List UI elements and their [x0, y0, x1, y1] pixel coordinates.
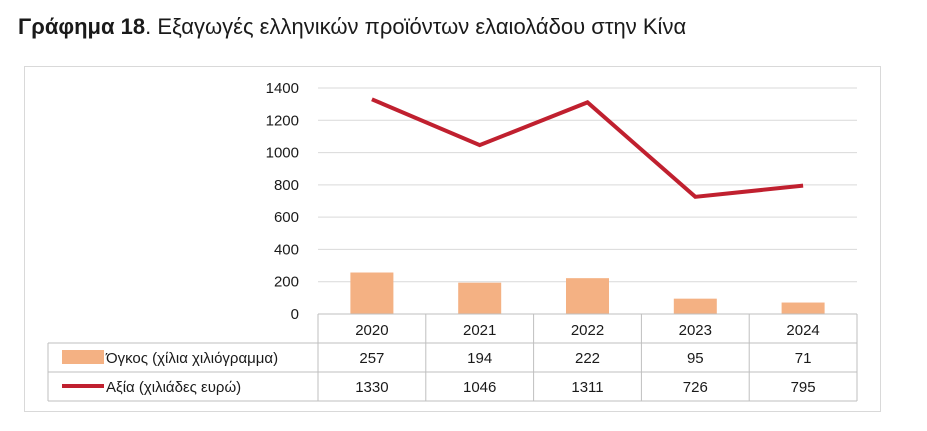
x-category-label: 2022	[571, 322, 604, 339]
table-value-volume: 222	[575, 350, 600, 367]
y-tick-label: 1200	[266, 112, 299, 129]
value-line	[371, 97, 804, 199]
y-tick-label: 400	[274, 241, 299, 258]
heading-bold: Γράφημα 18	[18, 14, 146, 39]
x-category-label: 2021	[463, 322, 496, 339]
table-value-volume: 257	[359, 350, 384, 367]
y-tick-label: 1000	[266, 145, 299, 162]
y-tick-label: 1400	[266, 80, 299, 97]
x-category-label: 2020	[355, 322, 388, 339]
bar	[673, 298, 717, 314]
table-value-worth: 1311	[571, 379, 603, 396]
table-value-worth: 1046	[463, 379, 496, 396]
table-value-worth: 795	[791, 379, 816, 396]
heading-rest: . Εξαγωγές ελληνικών προϊόντων ελαιολάδο…	[145, 14, 687, 39]
chart-heading: Γράφημα 18. Εξαγωγές ελληνικών προϊόντων…	[18, 14, 686, 40]
y-tick-label: 0	[291, 306, 299, 323]
table-value-volume: 194	[467, 350, 492, 367]
legend-label-line: Αξία (χιλιάδες ευρώ)	[106, 379, 241, 396]
y-tick-label: 200	[274, 274, 299, 291]
x-category-label: 2023	[679, 322, 712, 339]
table-value-worth: 726	[683, 379, 708, 396]
bar	[566, 278, 609, 314]
bar	[781, 302, 825, 314]
chart-frame	[24, 66, 881, 412]
y-tick-label: 800	[274, 177, 299, 194]
table-value-volume: 95	[687, 350, 704, 367]
legend-label-bars: Όγκος (χίλια χιλιόγραμμα)	[105, 350, 278, 367]
table-value-worth: 1330	[355, 379, 388, 396]
table-value-volume: 71	[795, 350, 812, 367]
y-tick-label: 600	[274, 209, 299, 226]
bar	[350, 272, 394, 314]
x-category-label: 2024	[786, 322, 819, 339]
bar	[458, 282, 502, 314]
legend-key-bars	[62, 350, 104, 364]
